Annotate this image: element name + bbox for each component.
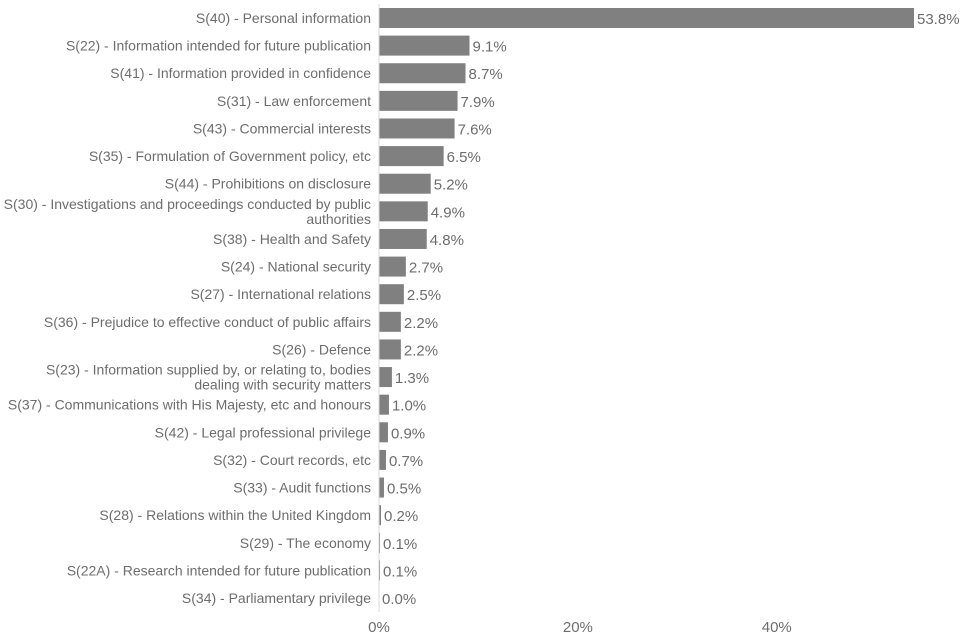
category-label-21: S(34) - Parliamentary privilege	[182, 590, 371, 606]
category-label-line: S(35) - Formulation of Government policy…	[89, 148, 371, 164]
category-label-line: authorities	[306, 211, 371, 227]
value-label-5: 6.5%	[447, 149, 481, 166]
category-label-line: S(44) - Prohibitions on disclosure	[165, 176, 371, 192]
category-label-19: S(29) - The economy	[240, 535, 371, 551]
category-label-4: S(43) - Commercial interests	[193, 120, 371, 136]
value-label-1: 9.1%	[472, 39, 506, 56]
bar-8	[379, 228, 427, 249]
value-labels: 53.8% 9.1% 8.7% 7.9% 7.6% 6.5% 5.2% 4.9% 4.8% 2.7…	[382, 11, 960, 608]
category-label-line: S(38) - Health and Safety	[213, 231, 371, 247]
category-label-14: S(37) - Communications with His Majesty,…	[8, 397, 371, 413]
category-label-12: S(26) - Defence	[272, 341, 371, 357]
value-label-21: 0.0%	[382, 591, 416, 608]
bar-6	[379, 173, 431, 194]
value-label-19: 0.1%	[383, 536, 417, 553]
value-label-17: 0.5%	[387, 481, 421, 498]
category-label-20: S(22A) - Research intended for future pu…	[67, 562, 371, 578]
value-label-0: 53.8%	[917, 11, 960, 28]
bar-0	[379, 8, 914, 28]
category-label-line: S(41) - Information provided in confiden…	[110, 65, 371, 81]
value-label-8: 4.8%	[430, 232, 464, 249]
category-label-line: S(22) - Information intended for future …	[66, 38, 371, 54]
value-label-6: 5.2%	[434, 177, 468, 194]
bar-11	[379, 311, 401, 332]
category-label-5: S(35) - Formulation of Government policy…	[89, 148, 371, 164]
value-label-13: 1.3%	[395, 370, 429, 387]
value-label-11: 2.2%	[404, 315, 438, 332]
category-label-line: S(31) - Law enforcement	[217, 93, 371, 109]
value-label-10: 2.5%	[407, 287, 441, 304]
category-label-11: S(36) - Prejudice to effective conduct o…	[44, 314, 371, 330]
bar-7	[379, 201, 428, 222]
bar-16	[379, 449, 386, 470]
category-label-line: S(42) - Legal professional privilege	[155, 424, 372, 440]
category-label-17: S(33) - Audit functions	[233, 480, 371, 496]
bar-17	[379, 477, 384, 498]
value-label-4: 7.6%	[458, 121, 492, 138]
bar-9	[379, 256, 406, 277]
category-label-16: S(32) - Court records, etc	[213, 452, 371, 468]
category-label-line: S(22A) - Research intended for future pu…	[67, 562, 371, 578]
category-label-line: S(23) - Information supplied by, or rela…	[46, 362, 371, 378]
category-label-8: S(38) - Health and Safety	[213, 231, 371, 247]
category-label-3: S(31) - Law enforcement	[217, 93, 371, 109]
bar-12	[379, 339, 401, 360]
category-label-0: S(40) - Personal information	[196, 10, 371, 26]
category-label-2: S(41) - Information provided in confiden…	[110, 65, 371, 81]
value-label-14: 1.0%	[392, 398, 426, 415]
value-label-16: 0.7%	[389, 453, 423, 470]
category-label-line: S(30) - Investigations and proceedings c…	[4, 196, 371, 212]
value-label-2: 8.7%	[469, 66, 503, 83]
x-tick-label-2: 40%	[762, 619, 792, 636]
value-label-15: 0.9%	[391, 425, 425, 442]
value-label-3: 7.9%	[461, 94, 495, 111]
value-label-18: 0.2%	[384, 508, 418, 525]
bar-3	[379, 90, 458, 111]
category-label-line: S(33) - Audit functions	[233, 480, 371, 496]
category-label-line: S(40) - Personal information	[196, 10, 371, 26]
bar-13	[379, 367, 392, 388]
category-label-line: S(43) - Commercial interests	[193, 120, 371, 136]
value-label-7: 4.9%	[431, 204, 465, 221]
value-label-20: 0.1%	[383, 563, 417, 580]
bar-1	[379, 35, 470, 56]
category-label-line: S(32) - Court records, etc	[213, 452, 371, 468]
category-label-line: S(36) - Prejudice to effective conduct o…	[44, 314, 371, 330]
category-label-line: S(28) - Relations within the United King…	[99, 507, 371, 523]
category-label-10: S(27) - International relations	[190, 286, 371, 302]
x-tick-label-1: 20%	[563, 619, 593, 636]
category-label-line: S(34) - Parliamentary privilege	[182, 590, 371, 606]
value-label-12: 2.2%	[404, 342, 438, 359]
value-label-9: 2.7%	[409, 260, 443, 277]
x-axis-ticks: 0% 20% 40%	[368, 619, 792, 636]
bar-14	[379, 394, 389, 415]
category-label-9: S(24) - National security	[221, 259, 371, 275]
category-label-7: S(30) - Investigations and proceedings c…	[4, 196, 371, 227]
category-label-15: S(42) - Legal professional privilege	[155, 424, 372, 440]
category-label-line: S(26) - Defence	[272, 341, 371, 357]
category-label-line: dealing with security matters	[194, 377, 371, 393]
category-labels: S(40) - Personal information S(22) - Info…	[4, 10, 372, 606]
category-label-line: S(27) - International relations	[190, 286, 371, 302]
bar-5	[379, 146, 444, 167]
category-label-13: S(23) - Information supplied by, or rela…	[46, 362, 371, 393]
category-label-18: S(28) - Relations within the United King…	[99, 507, 371, 523]
bar-4	[379, 118, 455, 139]
category-label-line: S(24) - National security	[221, 259, 371, 275]
bars-group	[379, 8, 914, 581]
category-label-line: S(29) - The economy	[240, 535, 371, 551]
category-label-6: S(44) - Prohibitions on disclosure	[165, 176, 371, 192]
bar-15	[379, 422, 388, 443]
category-label-line: S(37) - Communications with His Majesty,…	[8, 397, 371, 413]
bar-18	[379, 505, 381, 526]
bar-2	[379, 63, 466, 84]
x-tick-label-0: 0%	[368, 619, 390, 636]
bar-10	[379, 284, 404, 305]
category-label-1: S(22) - Information intended for future …	[66, 38, 371, 54]
